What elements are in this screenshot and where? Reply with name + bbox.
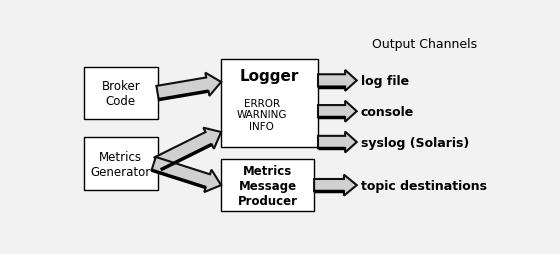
Text: log file: log file (361, 75, 409, 88)
Text: syslog (Solaris): syslog (Solaris) (361, 136, 469, 149)
Text: console: console (361, 105, 414, 118)
Polygon shape (318, 101, 357, 122)
Text: Metrics
Message
Producer: Metrics Message Producer (237, 164, 297, 207)
Polygon shape (152, 157, 221, 192)
FancyBboxPatch shape (221, 159, 314, 212)
Text: Output Channels: Output Channels (372, 38, 477, 51)
FancyBboxPatch shape (221, 60, 318, 148)
FancyBboxPatch shape (84, 138, 157, 190)
Polygon shape (156, 73, 221, 100)
Text: Metrics
Generator: Metrics Generator (91, 150, 151, 178)
Text: Logger: Logger (240, 69, 299, 84)
Polygon shape (155, 128, 221, 170)
FancyBboxPatch shape (84, 67, 157, 119)
Text: Broker
Code: Broker Code (101, 80, 140, 107)
Polygon shape (314, 175, 357, 196)
Polygon shape (318, 71, 357, 91)
Text: ERROR
WARNING
INFO: ERROR WARNING INFO (236, 98, 287, 131)
Text: topic destinations: topic destinations (361, 179, 487, 192)
Polygon shape (318, 132, 357, 153)
